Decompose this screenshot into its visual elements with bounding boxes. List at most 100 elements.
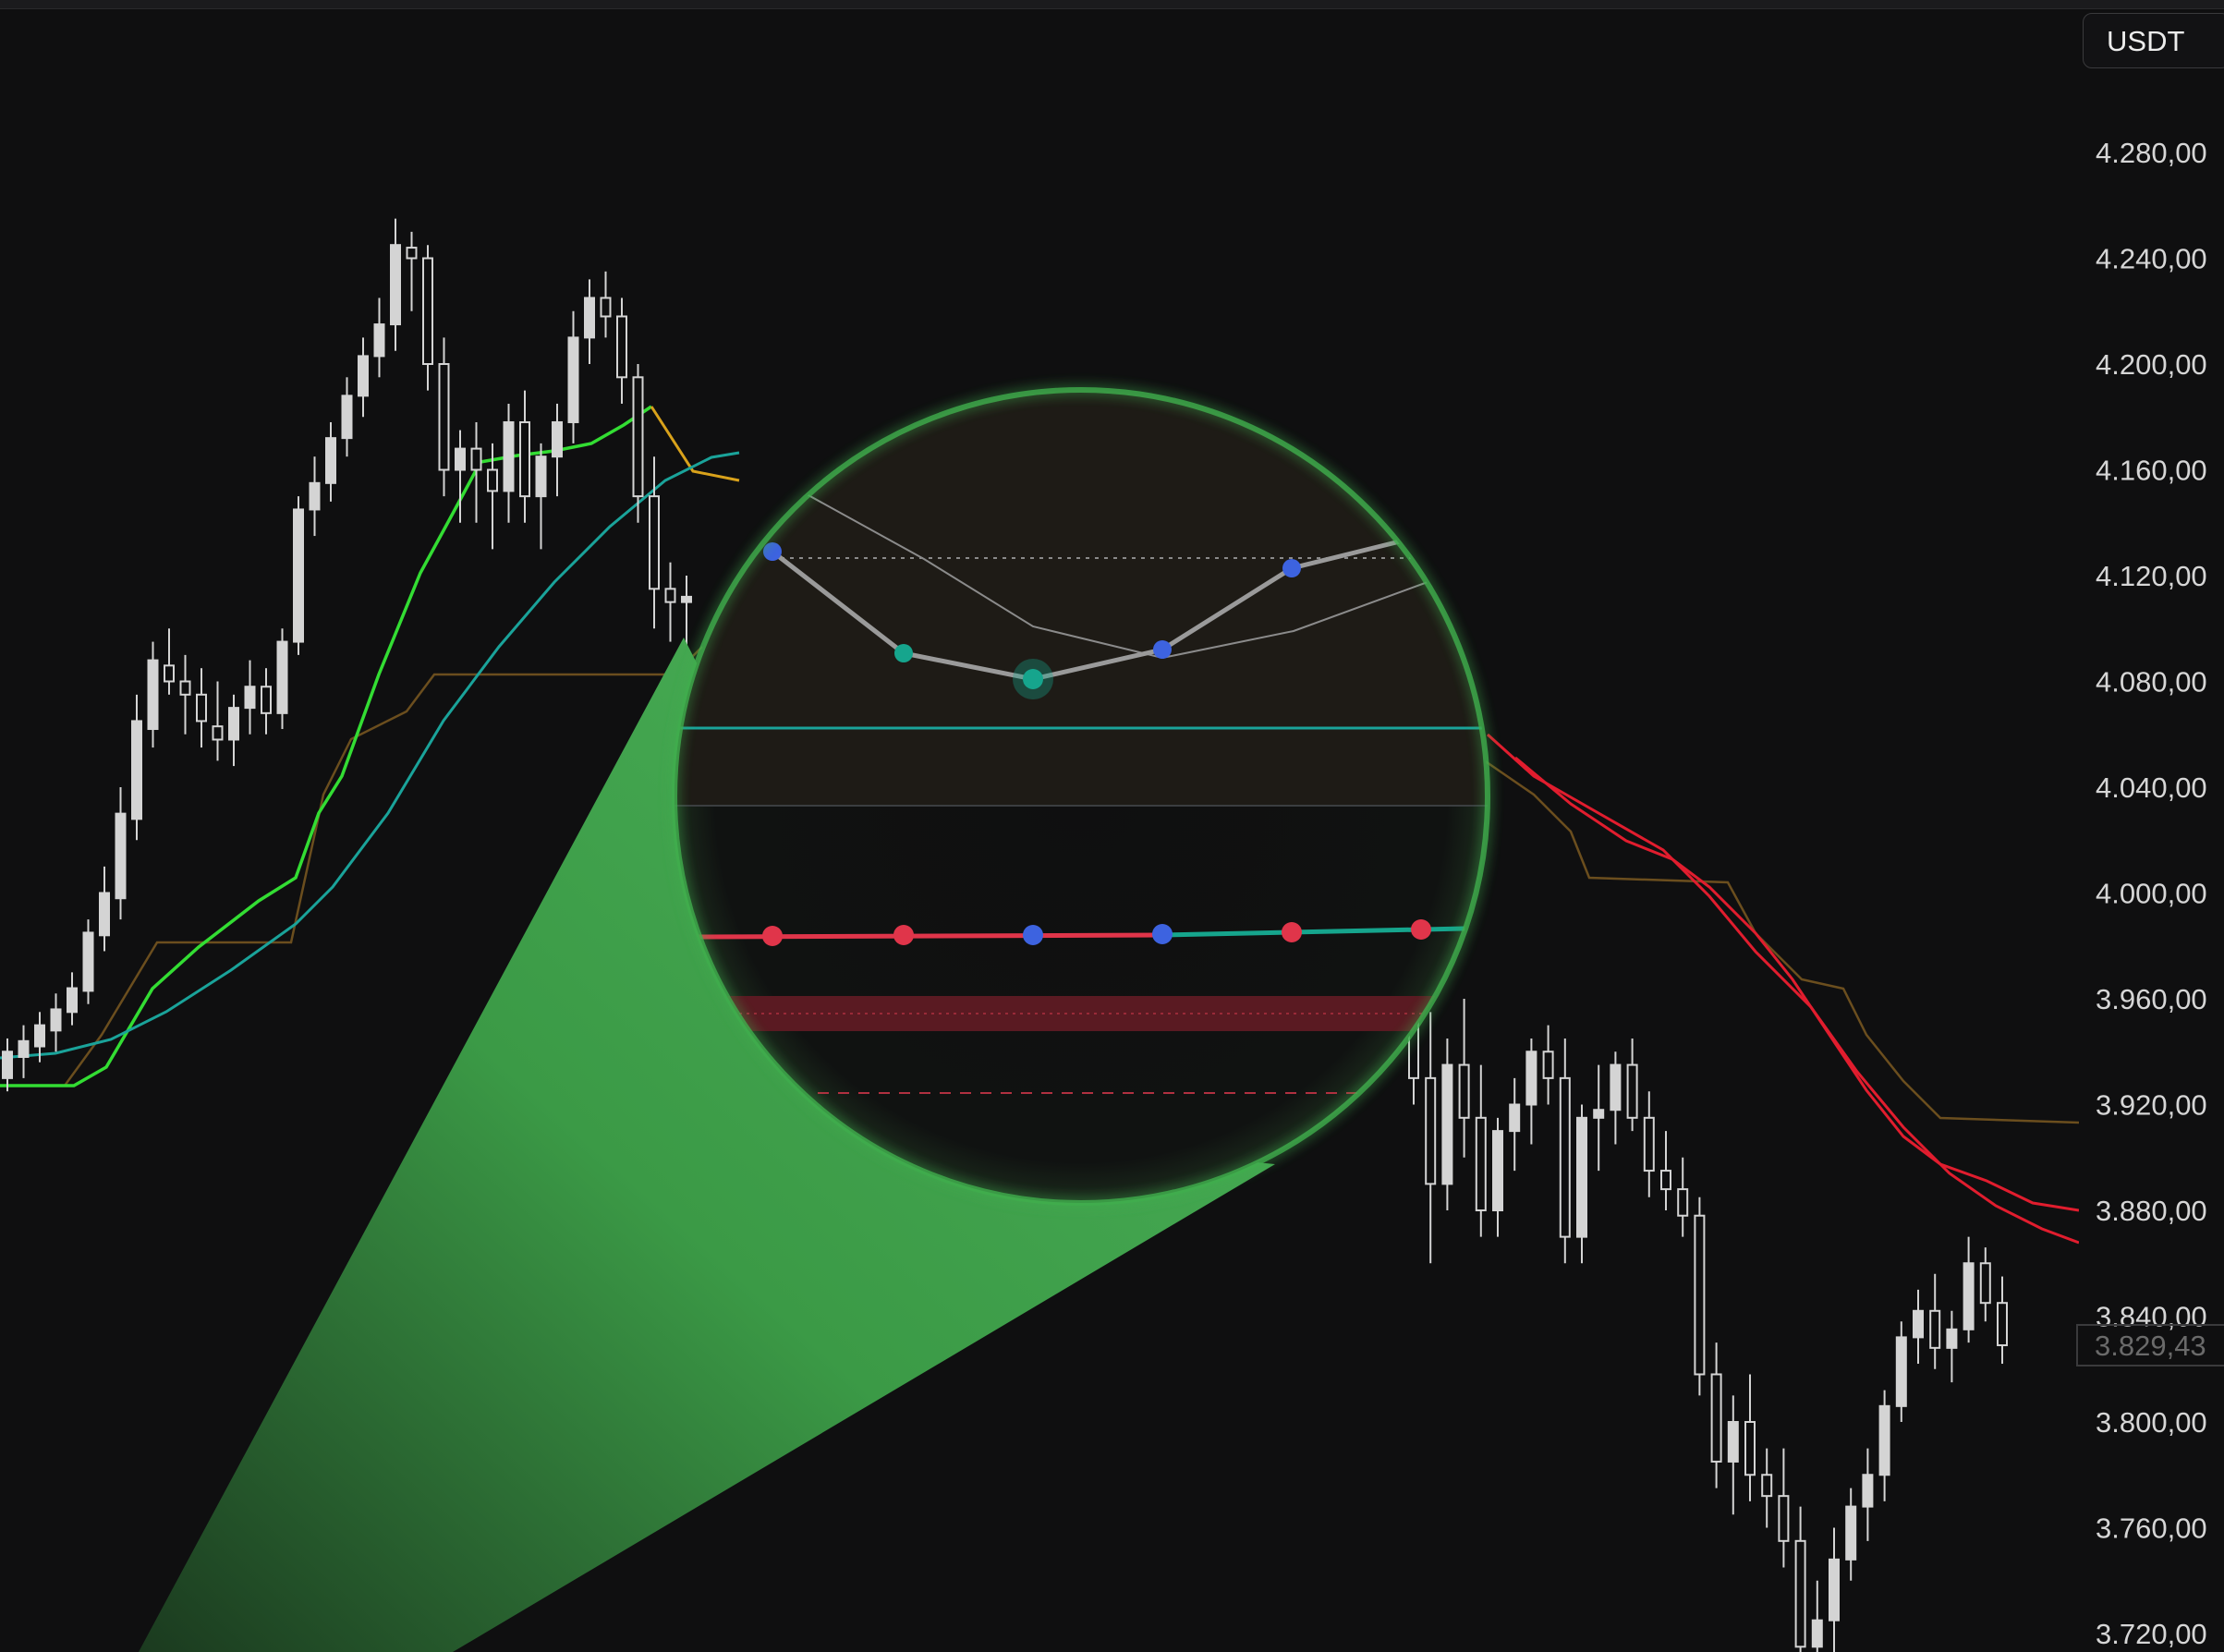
lens-dot-red bbox=[1282, 922, 1302, 942]
price-axis-tick: 3.880,00 bbox=[2096, 1195, 2207, 1227]
candle-body bbox=[681, 595, 692, 603]
price-axis-tick: 3.960,00 bbox=[2096, 983, 2207, 1015]
candle-body bbox=[649, 495, 660, 590]
candle-body bbox=[503, 420, 515, 492]
candle-body bbox=[341, 395, 353, 440]
candle-body bbox=[1475, 1116, 1487, 1211]
candle-body bbox=[373, 323, 385, 358]
candle-body bbox=[1710, 1373, 1722, 1463]
candle-body bbox=[358, 355, 369, 397]
candle-body bbox=[552, 420, 563, 458]
candle-body bbox=[1744, 1421, 1756, 1476]
candle-body bbox=[1576, 1116, 1587, 1238]
candle-body bbox=[1829, 1558, 1840, 1622]
candle-body bbox=[1593, 1109, 1605, 1119]
candle-body bbox=[1458, 1063, 1470, 1119]
lens-dot-blue bbox=[1152, 924, 1173, 944]
lens-dot-blue bbox=[1023, 925, 1043, 945]
price-axis-tick: 4.040,00 bbox=[2096, 771, 2207, 804]
candle-body bbox=[422, 257, 433, 365]
candle-body bbox=[567, 336, 579, 423]
candle-body bbox=[261, 686, 272, 714]
ema-down-line-2 bbox=[1514, 756, 2079, 1212]
candle-body bbox=[67, 987, 78, 1014]
candle-body bbox=[1913, 1309, 1924, 1339]
candle-body bbox=[1997, 1302, 2008, 1346]
candle-body bbox=[487, 468, 498, 492]
candle-body bbox=[147, 659, 159, 731]
lens-dot-blue bbox=[1282, 559, 1301, 577]
lens-dot-blue bbox=[1153, 640, 1172, 659]
candle-body bbox=[1660, 1170, 1671, 1191]
price-axis-tick: 4.280,00 bbox=[2096, 137, 2207, 169]
price-axis-tick: 3.800,00 bbox=[2096, 1406, 2207, 1439]
price-axis-tick: 3.920,00 bbox=[2096, 1089, 2207, 1122]
candle-body bbox=[1862, 1474, 1874, 1508]
candle-body bbox=[34, 1024, 45, 1048]
candle-body bbox=[390, 244, 401, 326]
candle-body bbox=[1963, 1262, 1975, 1330]
candle-body bbox=[276, 640, 288, 714]
candle-body bbox=[325, 437, 336, 484]
candle-body bbox=[2, 1051, 13, 1079]
magnifier-cone bbox=[139, 638, 1275, 1652]
price-axis-tick: 3.720,00 bbox=[2096, 1618, 2207, 1650]
candle-body bbox=[1559, 1076, 1571, 1238]
candle-body bbox=[535, 456, 547, 498]
candle-body bbox=[632, 376, 644, 498]
currency-selector-button[interactable]: USDT bbox=[2083, 13, 2224, 68]
candle-body bbox=[664, 588, 676, 603]
magnifier-lens bbox=[672, 387, 1490, 1206]
candle-body bbox=[519, 420, 530, 498]
price-axis-tick: 4.160,00 bbox=[2096, 455, 2207, 487]
candle-body bbox=[212, 725, 224, 741]
candle-body bbox=[1492, 1130, 1503, 1211]
candle-body bbox=[1694, 1214, 1706, 1376]
candle-body bbox=[600, 297, 612, 318]
candle-body bbox=[1441, 1063, 1453, 1185]
candle-body bbox=[1794, 1539, 1806, 1648]
candle-body bbox=[455, 447, 466, 471]
candle-body bbox=[406, 247, 418, 260]
plot-area[interactable] bbox=[0, 218, 2079, 1652]
candle-body bbox=[164, 664, 175, 683]
price-axis-tick: 3.840,00 bbox=[2096, 1301, 2207, 1333]
candle-body bbox=[82, 931, 94, 992]
candle-body bbox=[1727, 1421, 1739, 1463]
lens-dot-blue bbox=[763, 542, 782, 561]
candle-body bbox=[1895, 1336, 1907, 1407]
candle-body bbox=[1878, 1404, 1890, 1476]
candle-body bbox=[179, 680, 191, 696]
candle-body bbox=[1946, 1328, 1958, 1349]
candle-body bbox=[1778, 1495, 1790, 1542]
candle-body bbox=[616, 315, 627, 379]
candle-body bbox=[1542, 1051, 1554, 1079]
candle-body bbox=[50, 1008, 62, 1032]
last-price-tag: 3.829,43 bbox=[2076, 1324, 2224, 1367]
candle-body bbox=[244, 686, 256, 710]
candle-body bbox=[131, 720, 142, 820]
candle-body bbox=[1525, 1051, 1537, 1106]
candle-body bbox=[99, 892, 110, 937]
candle-body bbox=[1626, 1063, 1638, 1119]
ema-slow-line bbox=[0, 451, 740, 1060]
candle-body bbox=[1761, 1474, 1773, 1498]
price-axis-tick: 4.000,00 bbox=[2096, 878, 2207, 910]
candle-body bbox=[228, 707, 239, 741]
lens-dot-teal bbox=[894, 644, 913, 662]
lens-dot-red bbox=[762, 926, 783, 946]
price-axis-tick: 4.200,00 bbox=[2096, 348, 2207, 381]
candle-body bbox=[584, 297, 595, 339]
candle-body bbox=[115, 812, 127, 900]
candle-body bbox=[1811, 1619, 1823, 1648]
ema-fast-tail bbox=[650, 406, 740, 482]
candle-body bbox=[1610, 1063, 1622, 1111]
price-axis[interactable]: 4.280,00 4.240,00 4.200,00 4.160,00 4.120,00… bbox=[2096, 137, 2207, 1650]
lens-dot-red bbox=[1411, 919, 1431, 940]
candle-body bbox=[438, 363, 450, 471]
price-axis-tick: 4.240,00 bbox=[2096, 243, 2207, 275]
top-toolbar-edge bbox=[0, 0, 2224, 9]
candle-body bbox=[18, 1039, 30, 1058]
candle-body bbox=[196, 693, 207, 723]
